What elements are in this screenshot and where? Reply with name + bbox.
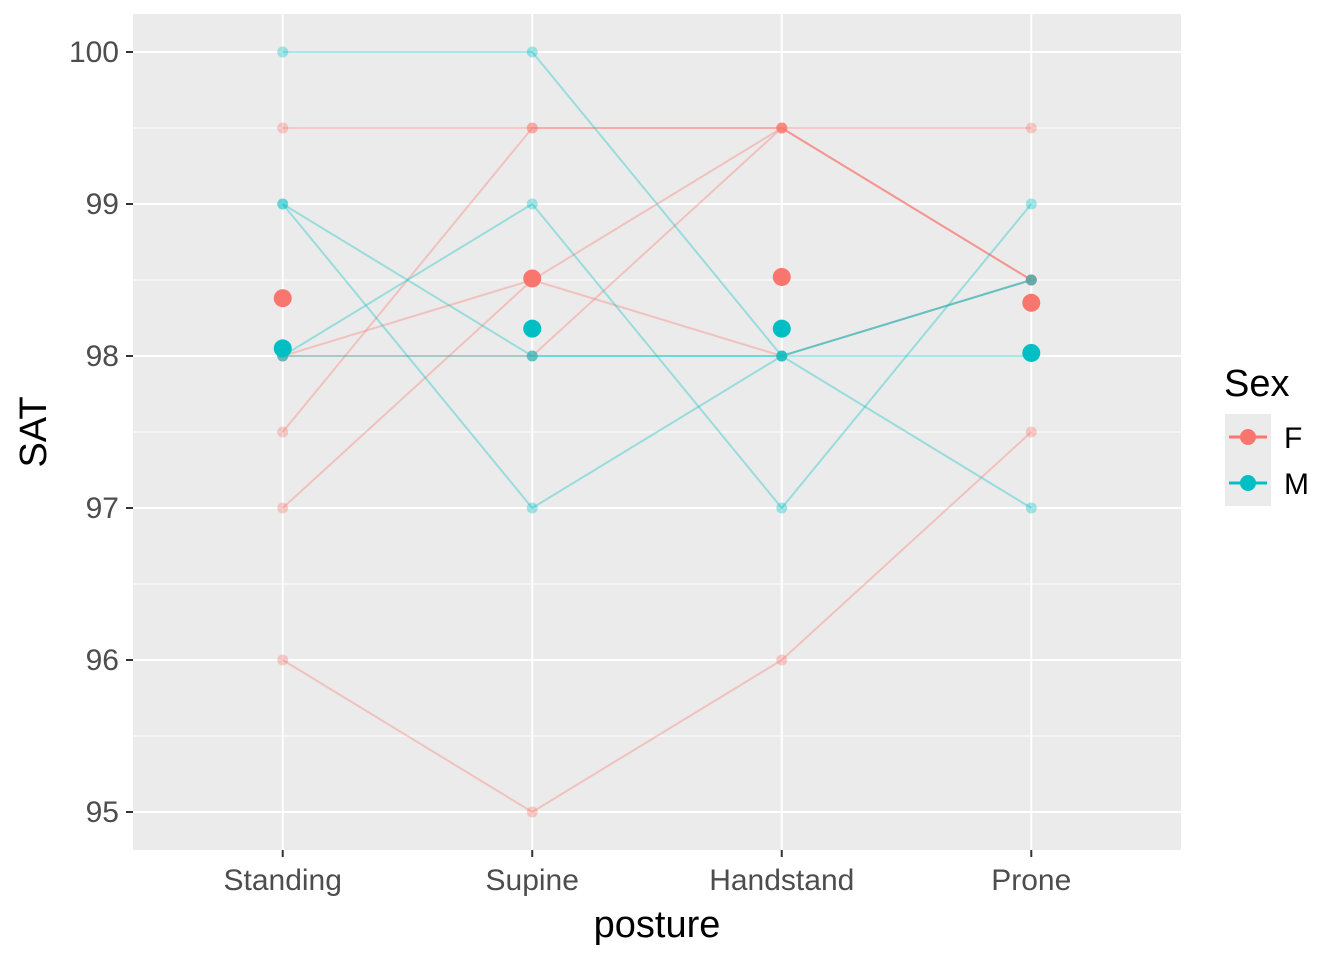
subject-point bbox=[277, 122, 289, 134]
y-tick-label: 97 bbox=[86, 492, 119, 525]
subject-point bbox=[776, 350, 788, 362]
y-axis-title: SAT bbox=[13, 396, 55, 467]
mean-point-f bbox=[1022, 293, 1041, 312]
subject-point bbox=[277, 198, 289, 210]
y-tick-label: 100 bbox=[69, 36, 119, 69]
mean-point-f bbox=[772, 267, 791, 286]
x-tick-label: Supine bbox=[486, 864, 579, 897]
y-tick-label: 96 bbox=[86, 644, 119, 677]
subject-point bbox=[277, 426, 289, 438]
subject-point bbox=[776, 350, 788, 362]
subject-line-6 bbox=[282, 431, 1032, 814]
subject-point bbox=[526, 350, 538, 362]
y-tick-label: 95 bbox=[86, 796, 119, 829]
mean-points bbox=[273, 267, 1041, 362]
subject-point bbox=[277, 46, 289, 58]
subject-point bbox=[1025, 274, 1037, 286]
subject-point bbox=[526, 502, 538, 514]
subject-point bbox=[1025, 274, 1037, 286]
legend-point-m bbox=[1240, 475, 1256, 491]
mean-point-m bbox=[772, 319, 791, 338]
legend-label-f: F bbox=[1284, 422, 1302, 455]
subject-line-2 bbox=[282, 278, 1032, 358]
subject-line-9 bbox=[281, 203, 1032, 510]
subject-point bbox=[526, 198, 538, 210]
mean-point-f bbox=[523, 269, 542, 288]
subject-point bbox=[1025, 274, 1037, 286]
mean-point-m bbox=[523, 319, 542, 338]
subject-line-3 bbox=[282, 126, 1032, 357]
x-tick-label: Prone bbox=[991, 864, 1071, 897]
subject-point bbox=[776, 122, 788, 134]
subject-point bbox=[1025, 274, 1037, 286]
subject-point bbox=[526, 122, 538, 134]
mean-point-f bbox=[273, 289, 292, 308]
subject-point bbox=[526, 122, 538, 134]
legend-title: Sex bbox=[1224, 363, 1289, 405]
subject-point bbox=[526, 806, 538, 818]
legend-point-f bbox=[1240, 429, 1256, 445]
subject-point bbox=[776, 122, 788, 134]
subject-line-7 bbox=[282, 51, 1032, 358]
subject-point bbox=[776, 122, 788, 134]
subject-line-8 bbox=[282, 203, 1032, 357]
subject-point bbox=[277, 198, 289, 210]
subject-point bbox=[776, 122, 788, 134]
mean-point-m bbox=[1022, 343, 1041, 362]
subject-point bbox=[1025, 426, 1037, 438]
grid-minor bbox=[133, 127, 1181, 737]
subject-line-5 bbox=[282, 126, 1032, 509]
subject-point bbox=[277, 502, 289, 514]
subject-point bbox=[526, 350, 538, 362]
legend: Sex F M bbox=[1224, 363, 1309, 506]
x-axis: Standing Supine Handstand Prone bbox=[223, 850, 1071, 897]
subject-point bbox=[776, 350, 788, 362]
subject-point bbox=[526, 350, 538, 362]
subject-point bbox=[1025, 274, 1037, 286]
subject-point bbox=[776, 350, 788, 362]
subject-lines bbox=[281, 51, 1033, 814]
subject-point bbox=[526, 46, 538, 58]
subject-line-4 bbox=[281, 127, 1032, 433]
subject-point bbox=[1025, 198, 1037, 210]
subject-point bbox=[277, 654, 289, 666]
y-tick-label: 98 bbox=[86, 340, 119, 373]
grid-major bbox=[133, 14, 1181, 850]
subject-line-11 bbox=[282, 355, 1032, 509]
subject-point bbox=[776, 350, 788, 362]
y-axis: 95 96 97 98 99 100 bbox=[69, 36, 133, 829]
y-tick-label: 99 bbox=[86, 188, 119, 221]
subject-point bbox=[776, 502, 788, 514]
subject-point bbox=[1025, 122, 1037, 134]
subject-point bbox=[1025, 274, 1037, 286]
mean-point-m bbox=[273, 339, 292, 358]
subject-point bbox=[776, 654, 788, 666]
x-tick-label: Standing bbox=[223, 864, 341, 897]
legend-label-m: M bbox=[1284, 468, 1309, 501]
subject-line-10 bbox=[282, 202, 1033, 510]
x-axis-title: posture bbox=[594, 904, 721, 946]
subject-point bbox=[1025, 502, 1037, 514]
x-tick-label: Handstand bbox=[709, 864, 854, 897]
